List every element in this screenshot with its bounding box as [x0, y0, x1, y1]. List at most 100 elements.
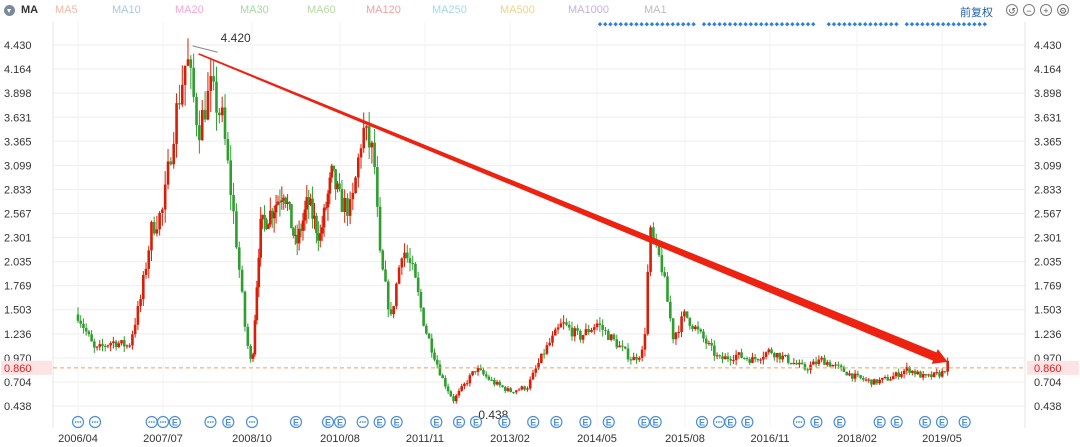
max-annotation: 4.420 [221, 31, 251, 45]
candle-body [150, 221, 153, 251]
x-tick-label: 2015/08 [665, 433, 705, 445]
candle-body [559, 323, 563, 328]
candle-body [251, 354, 255, 359]
candle-body [595, 323, 599, 328]
candle-body [482, 369, 485, 375]
event-e-letter: E [837, 418, 843, 428]
candle-body [373, 142, 376, 168]
candle-body [570, 327, 574, 337]
event-e-marker [452, 415, 466, 429]
candle-body [932, 372, 936, 378]
event-dot [904, 22, 909, 27]
ma-legend-ma120[interactable]: MA120 [366, 4, 401, 16]
candle-body [565, 322, 568, 325]
ma-legend-ma1000[interactable]: MA1000 [568, 4, 609, 16]
candle-body [280, 200, 284, 203]
candle-body [376, 167, 379, 207]
ma-legend-ma10[interactable]: MA10 [112, 4, 141, 16]
candle-body [615, 339, 619, 348]
candle-body [103, 345, 107, 347]
candle-body [243, 291, 247, 327]
candle-body [710, 342, 713, 346]
event-e-marker [321, 415, 335, 429]
ma-legend-ma1[interactable]: MA1 [644, 4, 667, 16]
candle-body [886, 377, 890, 381]
collapse-icon[interactable] [4, 5, 15, 16]
event-dot-glyph [153, 421, 155, 423]
y-tick-label-right: 1.503 [1034, 305, 1062, 317]
candle-body [408, 258, 412, 264]
adjust-mode-button[interactable]: 前复权 [960, 7, 993, 19]
candle-body [117, 343, 121, 348]
candle-body [660, 255, 664, 273]
candle-body [136, 306, 140, 325]
candle-body [425, 325, 428, 334]
candle-body [870, 379, 873, 385]
event-dot [842, 22, 847, 27]
zoom-out-icon[interactable]: − [1023, 4, 1035, 16]
x-tick-label: 2008/10 [232, 433, 272, 445]
candle-body [924, 374, 928, 376]
settings-icon[interactable]: ⚙ [1057, 4, 1069, 16]
candle-body [872, 379, 876, 385]
candle-body [356, 157, 360, 178]
ma-legend-ma30[interactable]: MA30 [240, 4, 269, 16]
candle-body [938, 372, 941, 377]
candle-body [528, 379, 532, 389]
candle-body [767, 349, 771, 353]
candle-body [95, 346, 99, 348]
candle-body [240, 269, 244, 292]
candle-body [498, 381, 502, 386]
ma-legend-ma5[interactable]: MA5 [55, 4, 78, 16]
indicator-label: MA [21, 4, 39, 16]
event-dot [634, 22, 639, 27]
candle-body [784, 355, 787, 357]
event-e-marker [222, 415, 235, 429]
event-dot [805, 22, 811, 27]
event-e-letter: E [699, 418, 705, 428]
candle-body [946, 360, 949, 372]
y-tick-label-right: 3.365 [1034, 136, 1062, 148]
candle-body [189, 59, 193, 68]
candle-body [183, 65, 187, 85]
ma-legend-ma20[interactable]: MA20 [175, 4, 204, 16]
y-tick-label-left: 1.236 [4, 329, 32, 341]
event-dot [681, 22, 686, 27]
candle-body [386, 281, 390, 310]
candle-body [626, 348, 630, 360]
event-dot [878, 22, 883, 27]
event-e-marker [637, 415, 651, 429]
event-dot-glyph [251, 421, 253, 423]
candle-body [894, 372, 898, 377]
candle-body [820, 357, 823, 360]
zoom-in-icon[interactable]: + [1040, 4, 1052, 16]
candle-body [756, 359, 760, 361]
y-tick-label-left: 3.898 [4, 88, 32, 100]
candle-body [762, 356, 765, 360]
candle-body [680, 316, 683, 332]
candle-body [723, 356, 727, 360]
candle-body [311, 198, 314, 219]
event-dot [873, 22, 878, 27]
candle-body [856, 373, 860, 376]
candle-body [921, 374, 925, 378]
candle-body [237, 247, 241, 270]
candle-body [789, 362, 793, 364]
ma-legend-ma60[interactable]: MA60 [307, 4, 336, 16]
event-dot [727, 22, 733, 27]
candle-body [729, 359, 732, 361]
undo-icon[interactable]: ↺ [1006, 4, 1018, 16]
candle-body [381, 250, 385, 270]
candle-body [707, 342, 711, 344]
candle-body [198, 125, 201, 141]
ma-legend-ma500[interactable]: MA500 [500, 4, 535, 16]
candle-body [307, 197, 311, 206]
ma-legend-ma250[interactable]: MA250 [432, 4, 467, 16]
event-dot [935, 22, 941, 27]
candle-body [919, 371, 922, 378]
candle-body [215, 81, 218, 113]
candle-body [814, 361, 818, 365]
event-e-marker [695, 415, 709, 429]
candle-body [699, 329, 703, 332]
